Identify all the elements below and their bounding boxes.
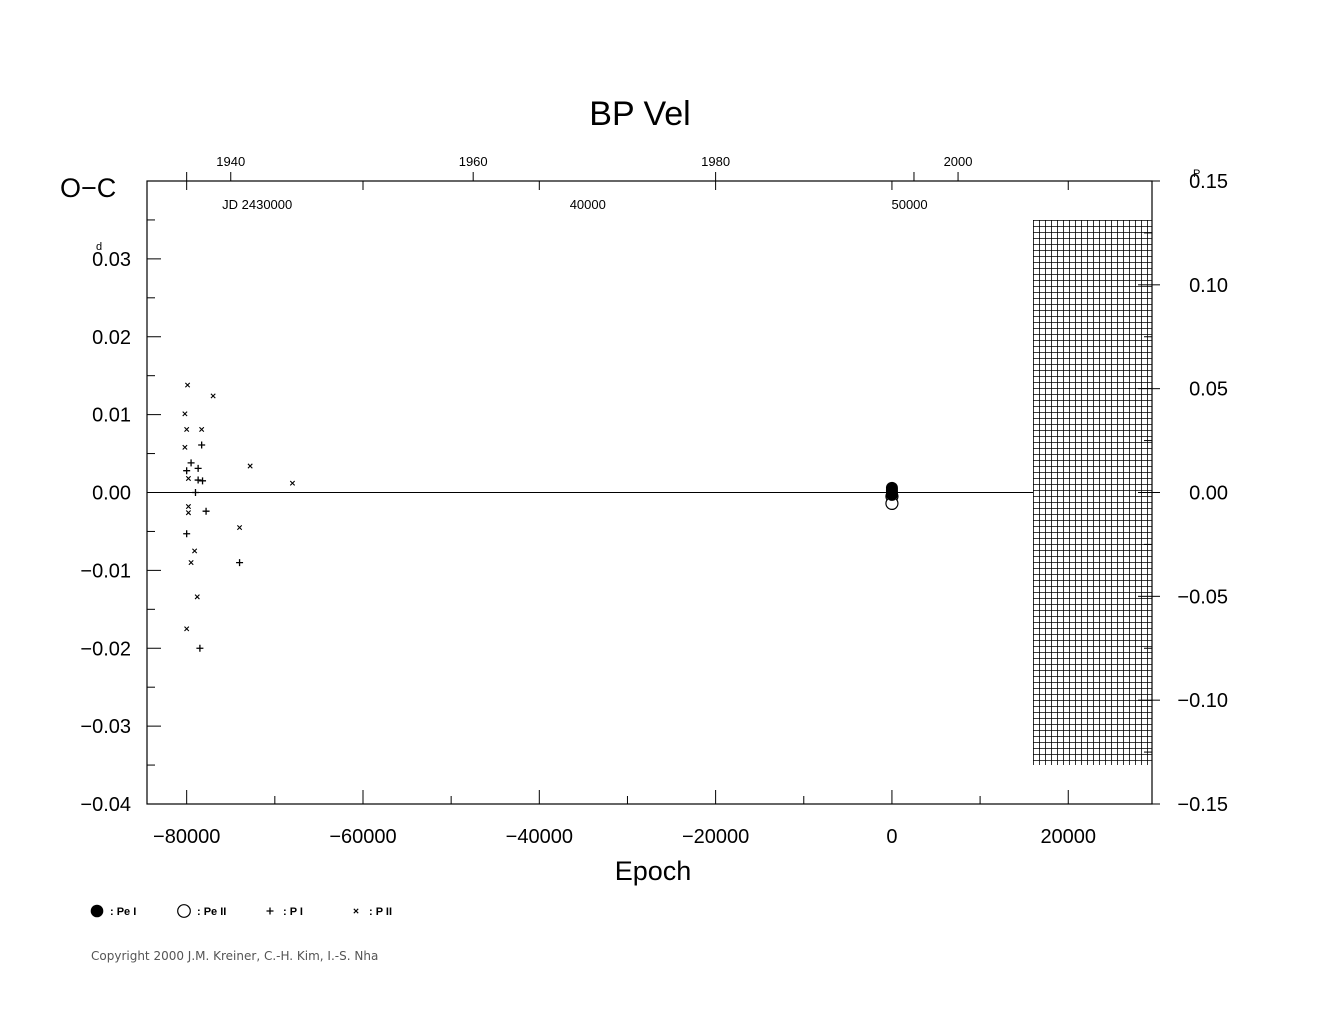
legend-marker-filled-circle [90, 904, 104, 918]
year-label: 2000 [944, 154, 973, 169]
x-tick-label: −40000 [506, 826, 573, 848]
y-tick-label: 0.01 [92, 405, 131, 427]
y-tick-label: −0.04 [80, 794, 131, 816]
legend: : Pe I : Pe II : P I : P II [90, 904, 392, 918]
data-point-plus [198, 441, 206, 449]
y-axis-label: O−C [60, 173, 116, 203]
data-point-x [199, 426, 205, 433]
year-label: 1980 [701, 154, 730, 169]
data-point-plus [191, 489, 199, 496]
data-point-x [210, 393, 216, 399]
data-point-x [184, 426, 190, 433]
data-point-x [236, 524, 243, 531]
legend-label: : P I [283, 906, 303, 918]
data-point-x [289, 480, 296, 486]
data-point-x [192, 548, 198, 554]
y-tick-label: −0.03 [80, 716, 131, 738]
data-point-plus [199, 477, 207, 485]
x-tick-label: −60000 [329, 826, 396, 848]
data-point-filled-circle [885, 488, 898, 501]
x-tick-label: −20000 [682, 826, 749, 848]
data-point-x [182, 444, 188, 450]
jd-label: JD 2430000 [222, 197, 292, 212]
y-axis-unit: d [96, 241, 102, 253]
data-point-plus [196, 644, 204, 652]
right-tick-label: −0.15 [1177, 794, 1228, 816]
data-point-x [194, 594, 200, 600]
legend-label: : Pe II [197, 906, 226, 918]
copyright-text: Copyright 2000 J.M. Kreiner, C.-H. Kim, … [91, 949, 379, 963]
legend-label: : Pe I [110, 906, 136, 918]
x-axis-label: Epoch [615, 856, 692, 886]
tick-labels: −80000 −60000 −40000 −20000 0 20000 0.03 0.02 0.… [80, 154, 1228, 848]
y-tick-label: 0.03 [92, 249, 131, 271]
data-point-x [185, 503, 192, 510]
data-point-x [184, 626, 190, 632]
data-point-x [188, 559, 194, 566]
legend-label: : P II [369, 906, 392, 918]
right-tick-label: 0.10 [1189, 275, 1228, 297]
data-point-x [185, 475, 192, 482]
y-tick-label: 0.00 [92, 483, 131, 505]
axes [146, 172, 1160, 805]
legend-marker-plus [266, 907, 274, 915]
data-point-plus [194, 476, 202, 484]
right-tick-label: 0.15 [1189, 171, 1228, 193]
jd-label: 40000 [570, 197, 606, 212]
data-point-x [185, 510, 192, 516]
data-point-plus [202, 507, 210, 515]
y-tick-label: 0.02 [92, 327, 131, 349]
data-point-x [182, 411, 188, 417]
data-point-plus [194, 464, 202, 472]
y-tick-label: −0.01 [80, 560, 131, 582]
right-axis-unit: P [1193, 168, 1200, 180]
right-tick-label: −0.10 [1177, 690, 1228, 712]
data-point-plus [183, 467, 191, 475]
data-point-x [247, 463, 253, 469]
year-label: 1960 [459, 154, 488, 169]
right-tick-label: −0.05 [1177, 586, 1228, 608]
chart-title: BP Vel [589, 95, 690, 133]
legend-marker-open-circle [177, 904, 191, 918]
jd-label: 50000 [891, 197, 927, 212]
data-point-plus [236, 559, 244, 567]
y-tick-label: −0.02 [80, 638, 131, 660]
data-points [182, 382, 899, 652]
data-point-plus [183, 530, 191, 538]
legend-marker-x [353, 908, 359, 914]
grid-region [1033, 220, 1152, 765]
year-label: 1940 [216, 154, 245, 169]
x-tick-label: −80000 [153, 826, 220, 848]
x-tick-label: 20000 [1040, 826, 1096, 848]
right-tick-label: 0.05 [1189, 379, 1228, 401]
data-point-plus [187, 459, 195, 467]
right-tick-label: 0.00 [1189, 483, 1228, 505]
x-tick-label: 0 [886, 826, 897, 848]
data-point-x [184, 382, 191, 388]
